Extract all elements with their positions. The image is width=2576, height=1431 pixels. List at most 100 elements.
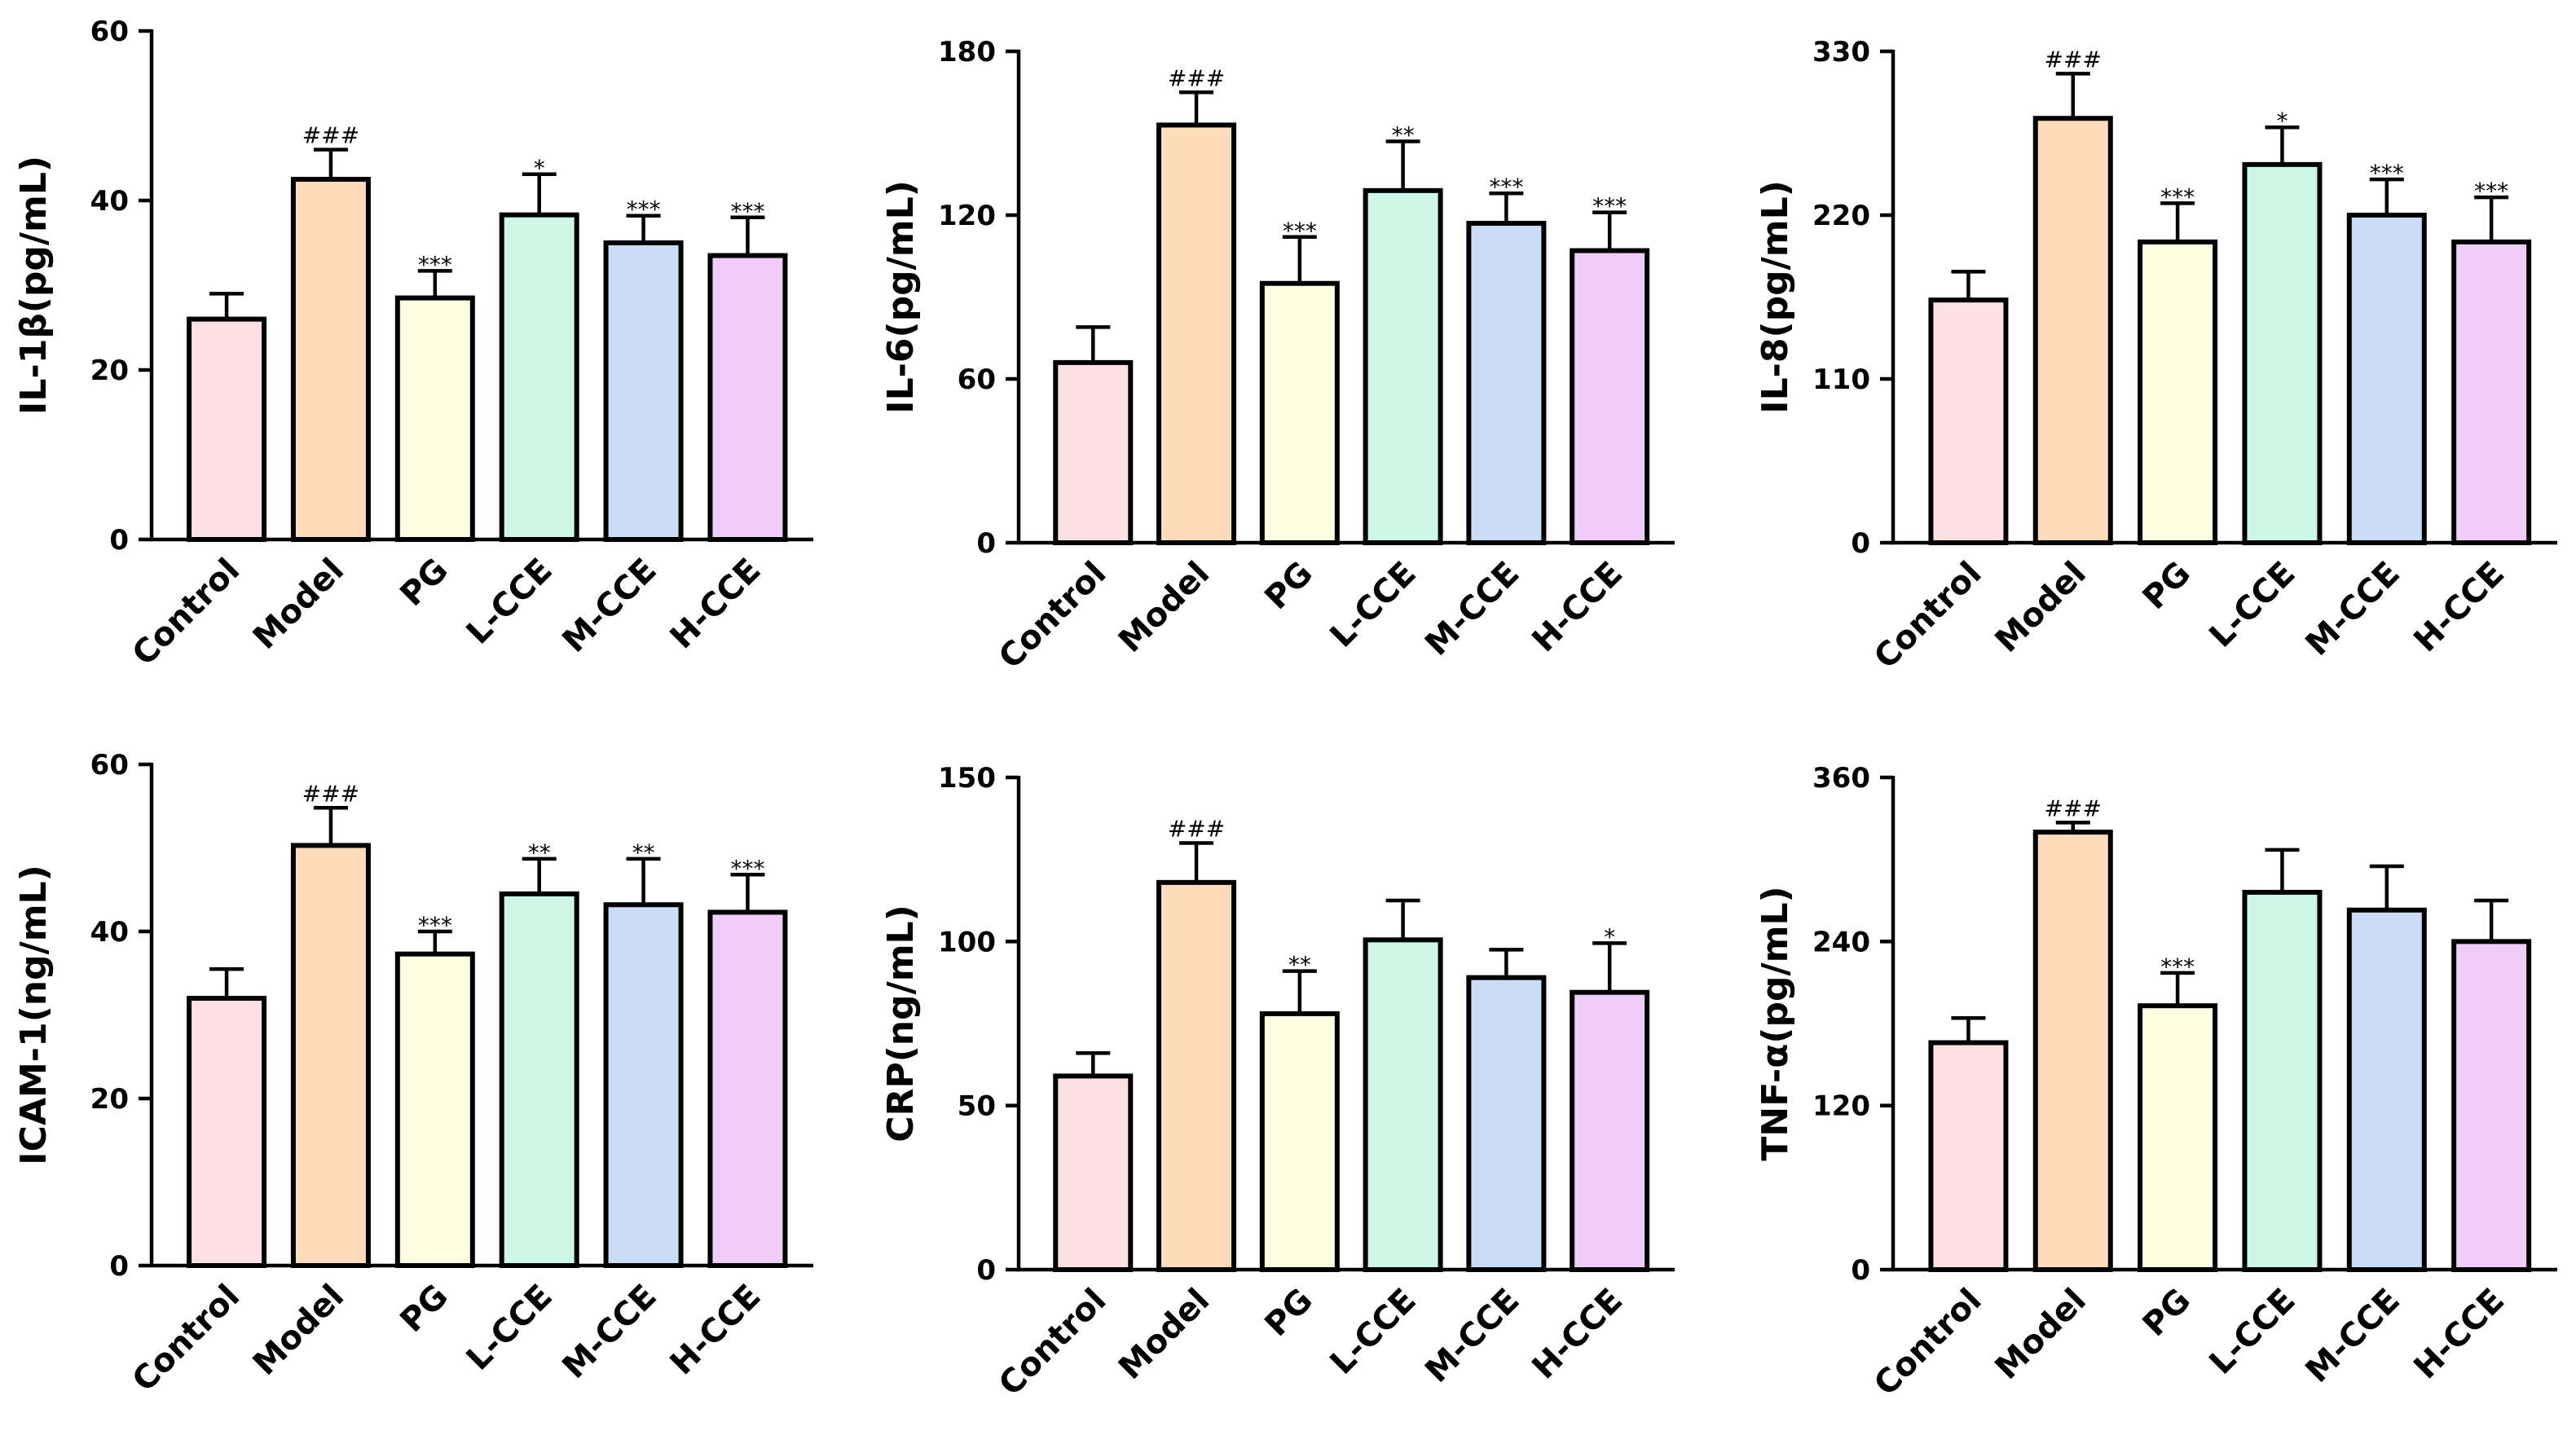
y-tick-label: 60 [958, 363, 996, 396]
error-bar-pg [417, 929, 452, 954]
category-label: L-CCE [1323, 1282, 1424, 1382]
bar-m-cce [1466, 975, 1547, 1273]
y-tick-label: 40 [90, 185, 129, 218]
bar-model [1156, 122, 1237, 545]
category-label: Control [125, 552, 247, 673]
bar-m-cce [2346, 213, 2427, 545]
error-bar-control [1951, 270, 1986, 301]
bar-control [1053, 359, 1134, 545]
bar-model [290, 177, 371, 542]
error-bar-pg [1282, 235, 1317, 284]
significance-label: ### [2045, 46, 2102, 73]
bar-h-cce [2451, 239, 2532, 545]
error-bar-m-cce [626, 856, 661, 905]
bar-pg [1259, 1011, 1340, 1273]
bar-pg [2138, 1003, 2218, 1272]
bar-l-cce [499, 891, 579, 1268]
category-label: H-CCE [2406, 555, 2512, 660]
error-bar-h-cce [2474, 898, 2509, 942]
bar-pg [394, 295, 475, 542]
category-label: Model [1988, 555, 2094, 660]
bar-control [187, 316, 267, 542]
significance-label: *** [1592, 193, 1627, 220]
y-tick-label: 0 [976, 527, 996, 560]
error-bar-m-cce [626, 214, 661, 243]
error-bar-h-cce [2474, 195, 2509, 242]
error-bar-l-cce [522, 856, 557, 894]
category-label: Control [1867, 1282, 1988, 1403]
bar-model [290, 843, 371, 1269]
category-label: H-CCE [663, 552, 768, 657]
bar-h-cce [1570, 248, 1650, 545]
y-tick-label: 100 [938, 926, 996, 958]
significance-label: *** [418, 912, 452, 939]
bar-pg [2138, 239, 2218, 545]
category-label: M-CCE [2299, 555, 2407, 663]
error-bar-l-cce [2265, 848, 2300, 892]
error-bar-h-cce [1592, 941, 1627, 993]
error-bar-model [313, 148, 348, 179]
y-tick-label: 220 [1812, 200, 1870, 232]
bar-h-cce [707, 909, 788, 1269]
category-label: L-CCE [460, 1278, 560, 1378]
y-tick-label: 180 [938, 36, 996, 68]
error-bar-h-cce [1592, 210, 1627, 251]
y-tick-label: 0 [109, 1250, 129, 1283]
chart-panel-1: Control ### Model *** PG * L-CCE *** M-CCE *** H-C… [13, 15, 813, 673]
category-label: PG [1257, 1282, 1319, 1344]
error-bar-m-cce [1489, 191, 1524, 224]
category-label: H-CCE [1525, 1282, 1630, 1387]
y-tick-label: 0 [1851, 1254, 1870, 1287]
bar-l-cce [2242, 889, 2323, 1273]
significance-label: *** [1489, 174, 1523, 200]
bar-h-cce [707, 253, 788, 542]
significance-label: *** [627, 196, 661, 223]
significance-label: *** [2370, 160, 2404, 187]
category-label: PG [393, 552, 455, 614]
error-bar-l-cce [1385, 898, 1420, 940]
significance-label: *** [418, 251, 452, 278]
category-label: Control [992, 1282, 1113, 1403]
y-tick-label: 60 [90, 749, 129, 782]
significance-label: ### [302, 780, 359, 807]
significance-label: *** [2474, 178, 2508, 205]
significance-label: *** [2160, 953, 2195, 980]
y-tick-label: 120 [938, 200, 996, 232]
error-bar-pg [417, 269, 452, 298]
error-bar-l-cce [2265, 125, 2300, 165]
category-label: L-CCE [1323, 555, 1424, 655]
y-axis-label: CRP(ng/mL) [880, 905, 922, 1142]
y-axis-label: IL-8(pg/mL) [1755, 180, 1796, 413]
y-tick-label: 120 [1812, 1090, 1870, 1123]
bar-control [187, 996, 267, 1268]
error-bar-control [1076, 325, 1111, 363]
bar-control [1928, 297, 2009, 545]
y-tick-label: 150 [938, 762, 996, 795]
category-label: Control [992, 555, 1113, 676]
category-label: Control [125, 1278, 247, 1399]
category-label: M-CCE [1418, 555, 1526, 663]
significance-label: ### [1168, 816, 1225, 843]
significance-label: * [534, 155, 545, 182]
category-label: Model [1112, 1282, 1217, 1387]
bar-h-cce [2451, 939, 2532, 1273]
chart-panel-2: Control ### Model *** PG ** L-CCE *** M-CCE *** H-… [880, 36, 1675, 676]
error-bar-h-cce [730, 215, 765, 256]
y-tick-label: 20 [90, 1083, 129, 1116]
bar-m-cce [1466, 221, 1547, 545]
significance-label: ** [528, 839, 551, 866]
category-label: PG [2136, 555, 2198, 617]
category-label: PG [2136, 1282, 2198, 1344]
significance-label: ### [1168, 64, 1225, 91]
error-bar-control [1951, 1016, 1986, 1043]
error-bar-pg [2160, 201, 2195, 242]
bar-l-cce [499, 212, 579, 542]
bar-m-cce [603, 240, 684, 542]
significance-label: *** [2160, 183, 2195, 210]
error-bar-m-cce [2369, 177, 2404, 215]
category-label: H-CCE [2406, 1282, 2512, 1387]
bar-control [1053, 1073, 1134, 1272]
bar-m-cce [603, 902, 684, 1268]
